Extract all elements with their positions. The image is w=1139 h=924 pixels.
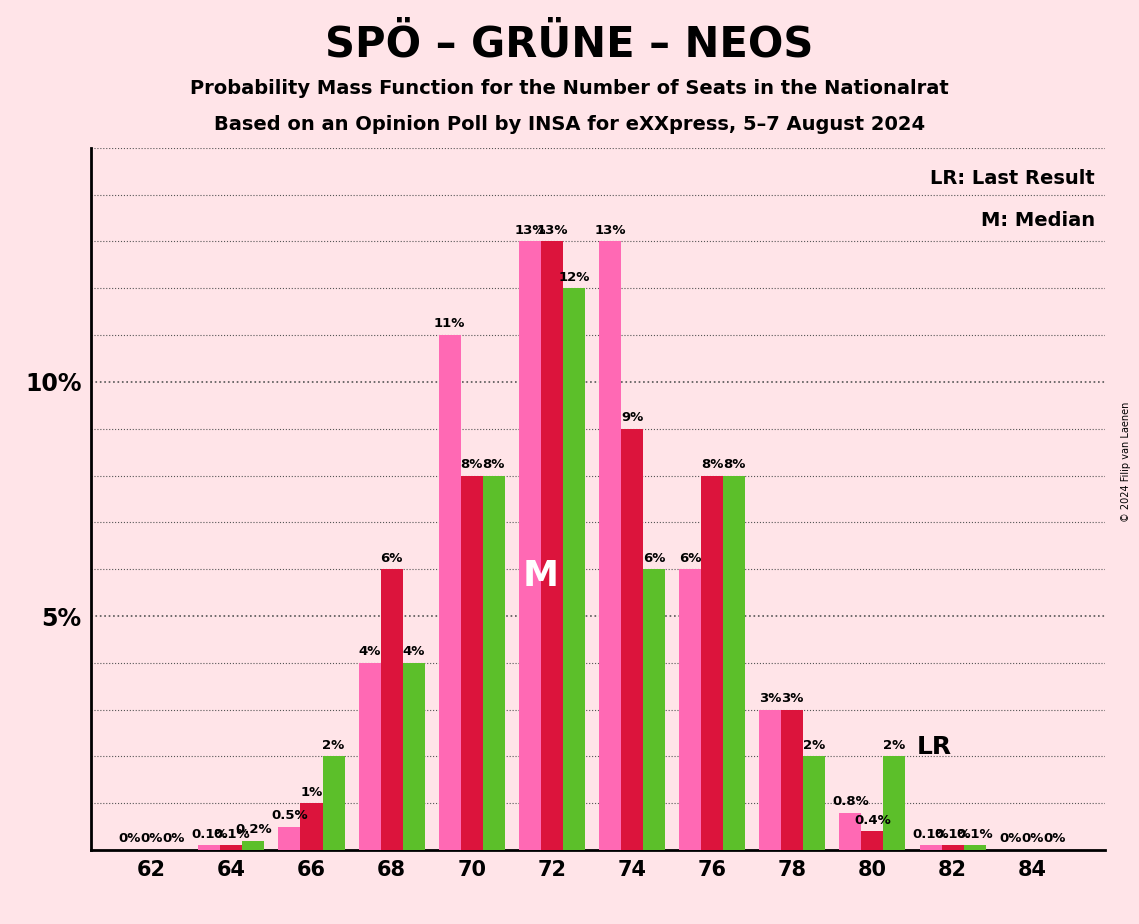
Bar [301,803,322,850]
Bar [781,710,803,850]
Text: 0.2%: 0.2% [235,823,272,836]
Text: 1%: 1% [301,785,322,798]
Text: 0%: 0% [162,833,185,845]
Text: Based on an Opinion Poll by INSA for eXXpress, 5–7 August 2024: Based on an Opinion Poll by INSA for eXX… [214,116,925,135]
Bar [439,335,461,850]
Text: 2%: 2% [803,739,826,752]
Text: 6%: 6% [679,552,702,565]
Text: 13%: 13% [595,224,625,237]
Text: LR: Last Result: LR: Last Result [929,169,1095,188]
Text: 0.1%: 0.1% [934,828,970,841]
Text: 0.8%: 0.8% [831,795,869,808]
Text: 8%: 8% [483,458,505,471]
Text: 8%: 8% [700,458,723,471]
Text: 0.5%: 0.5% [271,809,308,822]
Bar [483,476,505,850]
Bar [702,476,723,850]
Text: 4%: 4% [359,645,380,658]
Text: 0%: 0% [118,833,140,845]
Text: 0%: 0% [1000,833,1022,845]
Bar [679,569,702,850]
Bar [644,569,665,850]
Bar [839,812,861,850]
Text: Probability Mass Function for the Number of Seats in the Nationalrat: Probability Mass Function for the Number… [190,79,949,98]
Bar [243,841,264,850]
Bar [322,757,345,850]
Text: 11%: 11% [434,318,466,331]
Text: M: Median: M: Median [981,211,1095,230]
Text: 0.1%: 0.1% [912,828,949,841]
Text: 8%: 8% [723,458,745,471]
Text: 6%: 6% [642,552,665,565]
Text: 0%: 0% [140,833,163,845]
Bar [198,845,220,850]
Text: 9%: 9% [621,411,644,424]
Text: 4%: 4% [402,645,425,658]
Text: 13%: 13% [514,224,546,237]
Text: © 2024 Filip van Laenen: © 2024 Filip van Laenen [1121,402,1131,522]
Bar [563,288,585,850]
Bar [723,476,745,850]
Text: 0%: 0% [1022,833,1044,845]
Text: 12%: 12% [558,271,590,284]
Bar [380,569,403,850]
Text: 2%: 2% [322,739,345,752]
Text: 13%: 13% [536,224,567,237]
Text: 0%: 0% [1043,833,1066,845]
Text: M: M [523,559,559,593]
Bar [942,845,964,850]
Text: SPÖ – GRÜNE – NEOS: SPÖ – GRÜNE – NEOS [326,23,813,65]
Text: 3%: 3% [781,692,803,705]
Bar [403,663,425,850]
Bar [461,476,483,850]
Bar [599,241,621,850]
Bar [964,845,985,850]
Text: 0.1%: 0.1% [957,828,993,841]
Bar [919,845,942,850]
Bar [861,832,884,850]
Bar [884,757,906,850]
Bar [278,827,301,850]
Bar [621,429,644,850]
Bar [541,241,563,850]
Text: 2%: 2% [884,739,906,752]
Text: LR: LR [917,736,952,760]
Text: 6%: 6% [380,552,403,565]
Text: 0.1%: 0.1% [191,828,228,841]
Bar [519,241,541,850]
Text: 0.4%: 0.4% [854,814,891,827]
Text: 8%: 8% [460,458,483,471]
Text: 3%: 3% [759,692,781,705]
Bar [760,710,781,850]
Bar [220,845,243,850]
Bar [803,757,826,850]
Text: 0.1%: 0.1% [213,828,249,841]
Bar [359,663,380,850]
